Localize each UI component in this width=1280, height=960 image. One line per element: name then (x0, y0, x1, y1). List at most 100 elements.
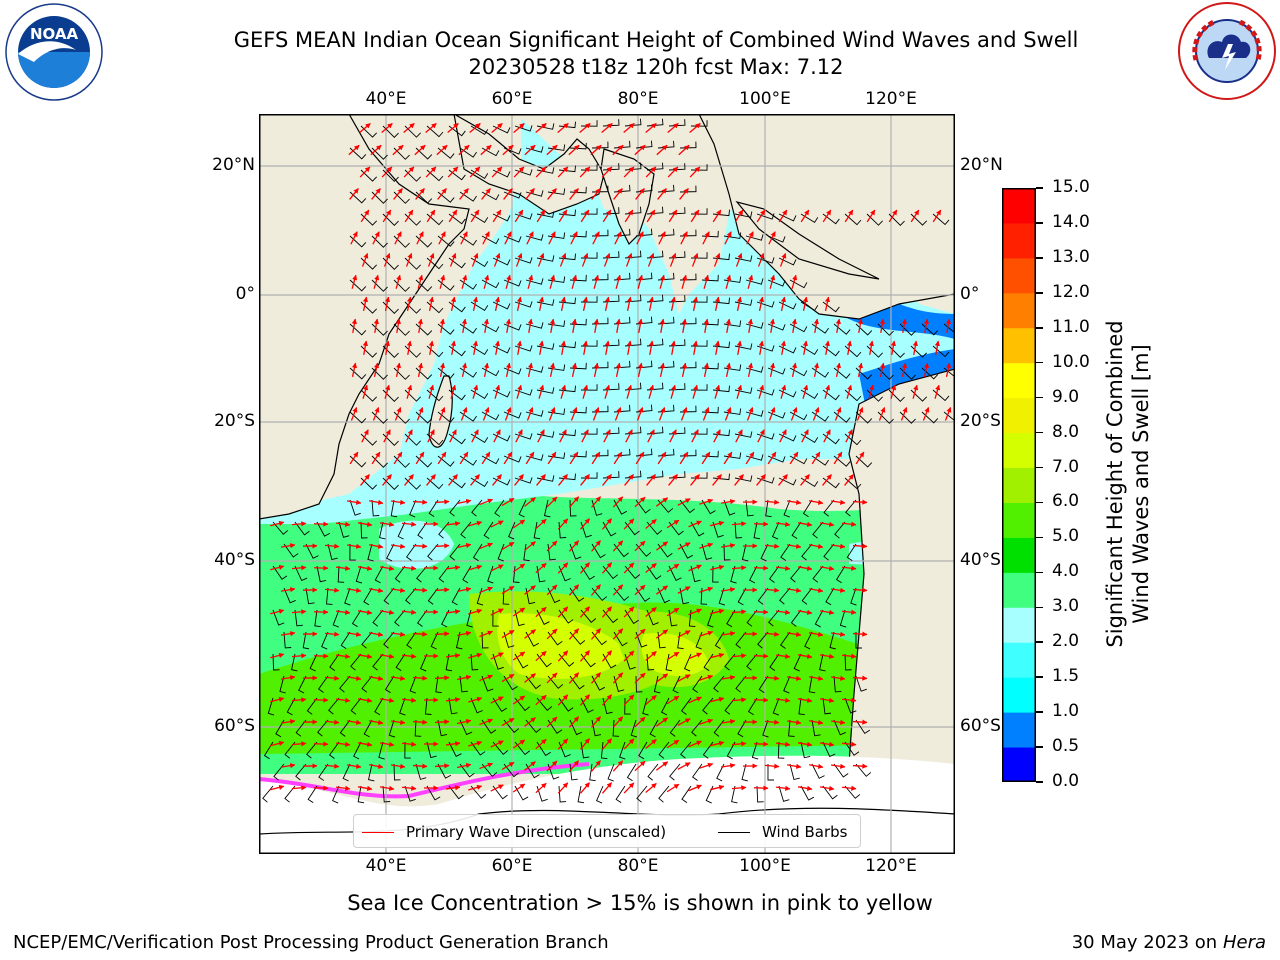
colorbar-tick-mark (1036, 431, 1043, 434)
wave-direction-arrow (581, 252, 589, 267)
wind-barb (716, 763, 725, 782)
wave-direction-arrow (494, 384, 501, 399)
wave-direction-arrow (479, 718, 494, 726)
wind-barb (279, 675, 286, 694)
wave-direction-arrow (666, 695, 680, 705)
wave-direction-arrow (501, 717, 515, 727)
wave-direction-arrow (445, 741, 461, 747)
wave-direction-arrow (901, 318, 907, 334)
wave-direction-arrow (450, 384, 457, 399)
wave-direction-arrow (403, 166, 415, 178)
wave-direction-arrow (637, 274, 644, 289)
wave-direction-arrow (401, 653, 417, 659)
wind-barb (374, 697, 384, 716)
colorbar-tick-label: 0.5 (1052, 736, 1080, 757)
wind-barb (745, 410, 764, 417)
wind-barb (613, 499, 628, 515)
wind-barb (558, 653, 575, 667)
wind-barb (314, 609, 321, 628)
wave-direction-arrow (655, 497, 669, 507)
wind-barb (525, 322, 544, 329)
wind-barb (612, 719, 620, 737)
wind-barb (804, 631, 813, 650)
wave-direction-arrow (767, 451, 777, 465)
wave-direction-arrow (819, 565, 835, 571)
wind-barb (746, 609, 758, 627)
colorbar-tick-label: 2.0 (1052, 631, 1080, 652)
wave-direction-arrow (841, 609, 857, 615)
wave-direction-arrow (445, 785, 461, 791)
wave-direction-arrow (368, 675, 384, 681)
wave-direction-arrow (346, 675, 362, 681)
wave-direction-arrow (703, 274, 710, 289)
wind-barb (734, 387, 753, 394)
wave-direction-arrow (313, 741, 329, 747)
colorbar-tick-mark (1036, 641, 1043, 643)
wind-barb (745, 278, 764, 285)
wave-direction-arrow (491, 122, 503, 134)
wind-barb (811, 763, 825, 779)
wind-barb (778, 389, 797, 398)
wave-direction-arrow (797, 565, 813, 571)
wind-barb (734, 343, 753, 350)
wave-direction-arrow (808, 587, 824, 593)
wave-direction-arrow (623, 606, 635, 618)
wave-direction-arrow (579, 782, 591, 794)
legend-item-wave-direction: Primary Wave Direction (unscaled) (362, 823, 666, 841)
wind-barb (470, 169, 489, 180)
wave-direction-arrow (819, 785, 835, 791)
wave-direction-arrow (846, 384, 853, 399)
wave-direction-arrow (808, 631, 824, 637)
colorbar-tick-label: 3.0 (1052, 596, 1080, 617)
wind-barb (758, 675, 769, 694)
wave-direction-arrow (469, 166, 481, 178)
wave-direction-arrow (581, 429, 589, 443)
wave-direction-arrow (775, 741, 791, 747)
wind-barb (533, 521, 541, 540)
wind-barb (723, 320, 742, 327)
wave-direction-arrow (359, 122, 371, 134)
wind-barb (294, 565, 308, 582)
wave-direction-arrow (582, 296, 589, 311)
wind-barb (756, 213, 775, 220)
wave-direction-arrow (437, 188, 447, 200)
wave-direction-arrow (623, 694, 635, 706)
wind-barb (455, 631, 463, 650)
wind-barb (800, 389, 819, 400)
wind-barb (332, 609, 340, 628)
colorbar-tick-label: 1.5 (1052, 666, 1080, 687)
wind-barb (825, 587, 835, 606)
wave-direction-arrow (604, 384, 611, 399)
wave-direction-arrow (824, 296, 831, 311)
wind-barb (503, 719, 520, 734)
wind-barb (481, 367, 500, 377)
wave-direction-arrow (524, 629, 536, 639)
lon-label-bottom-60e: 60°E (491, 856, 533, 876)
wind-barb (349, 235, 367, 248)
wave-direction-arrow (482, 406, 490, 421)
wind-barb (658, 785, 670, 803)
date-label: 30 May 2023 on (1071, 932, 1218, 953)
wind-barb (765, 499, 772, 518)
wave-direction-arrow (417, 274, 424, 289)
wind-barb (779, 587, 791, 605)
wind-barb (462, 565, 472, 584)
wind-barb (788, 719, 795, 737)
wave-direction-arrow (568, 496, 580, 508)
wave-direction-arrow (324, 719, 340, 725)
wind-barb (470, 433, 489, 444)
wave-direction-arrow (646, 209, 656, 223)
wave-direction-arrow (401, 565, 417, 571)
wave-direction-arrow (689, 166, 701, 178)
wind-barb (525, 410, 544, 417)
wave-direction-arrow (677, 762, 691, 770)
wave-direction-arrow (713, 252, 721, 267)
wave-direction-arrow (634, 584, 646, 596)
wave-direction-arrow (313, 697, 329, 703)
wave-direction-arrow (624, 209, 634, 223)
wind-barb (839, 609, 847, 628)
wave-direction-arrow (445, 697, 461, 703)
wave-direction-arrow (778, 474, 788, 486)
legend-wind-barbs-label: Wind Barbs (762, 823, 848, 841)
wave-direction-arrow (558, 474, 568, 486)
